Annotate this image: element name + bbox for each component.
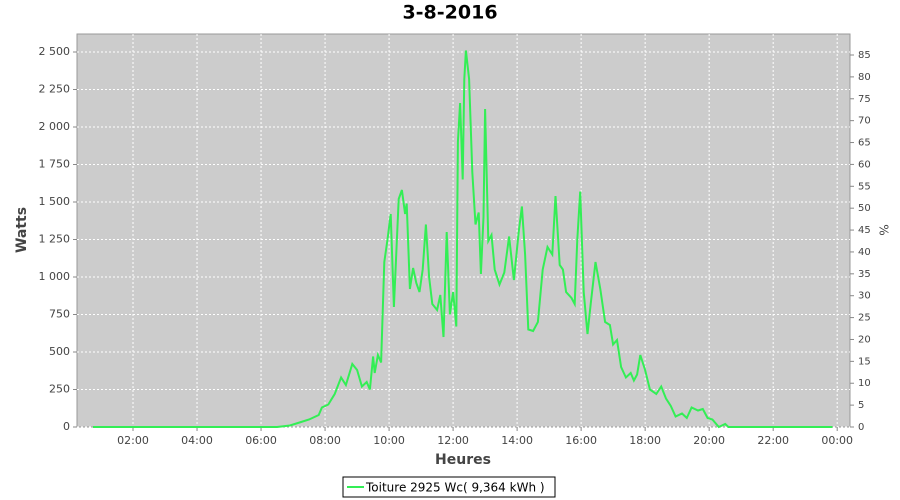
y2-axis-label: % [877,224,891,235]
y2-tick-label: 45 [858,225,871,236]
y2-tick-label: 10 [858,378,871,389]
y2-tick-label: 5 [858,400,864,411]
x-axis-label: Heures [435,452,491,468]
y2-tick-label: 15 [858,356,871,367]
series-line [93,50,833,429]
x-tick-label: 08:00 [309,434,341,447]
x-tick-label: 00:00 [821,434,853,447]
y-tick-label: 2 250 [39,83,71,96]
y-tick-label: 1 500 [39,195,71,208]
y2-tick-label: 70 [858,116,871,127]
legend [342,476,556,498]
y2-tick-label: 50 [858,203,871,214]
y2-tick-label: 85 [858,50,871,61]
y-tick-label: 500 [49,345,70,358]
y2-tick-label: 35 [858,269,871,280]
y-axis-label: Watts [14,207,30,253]
y-tick-label: 2 500 [39,45,71,58]
x-tick-label: 18:00 [629,434,661,447]
y-tick-label: 1 750 [39,158,71,171]
y2-tick-label: 30 [858,291,871,302]
x-tick-label: 14:00 [501,434,533,447]
x-tick-label: 16:00 [565,434,597,447]
y2-tick-label: 20 [858,334,871,345]
y2-tick-label: 65 [858,138,871,149]
x-tick-label: 12:00 [437,434,469,447]
y2-tick-label: 75 [858,94,871,105]
y2-tick-label: 25 [858,313,871,324]
x-tick-label: 04:00 [181,434,213,447]
y-tick-label: 0 [63,420,70,433]
y-tick-label: 2 000 [39,120,71,133]
y-tick-label: 1 250 [39,233,71,246]
chart-title: 3-8-2016 [402,2,497,24]
y2-tick-label: 55 [858,181,871,192]
x-tick-label: 06:00 [245,434,277,447]
y-tick-label: 750 [49,308,70,321]
y2-tick-label: 60 [858,159,871,170]
y-tick-label: 250 [49,383,70,396]
legend-label: Toiture 2925 Wc( 9,364 kWh ) [365,481,545,495]
y2-tick-label: 0 [858,422,864,433]
x-tick-label: 10:00 [373,434,405,447]
y2-tick-label: 80 [858,72,871,83]
y2-tick-label: 40 [858,247,871,258]
x-tick-label: 22:00 [757,434,789,447]
x-tick-label: 20:00 [693,434,725,447]
y-tick-label: 1 000 [39,270,71,283]
x-tick-label: 02:00 [117,434,149,447]
